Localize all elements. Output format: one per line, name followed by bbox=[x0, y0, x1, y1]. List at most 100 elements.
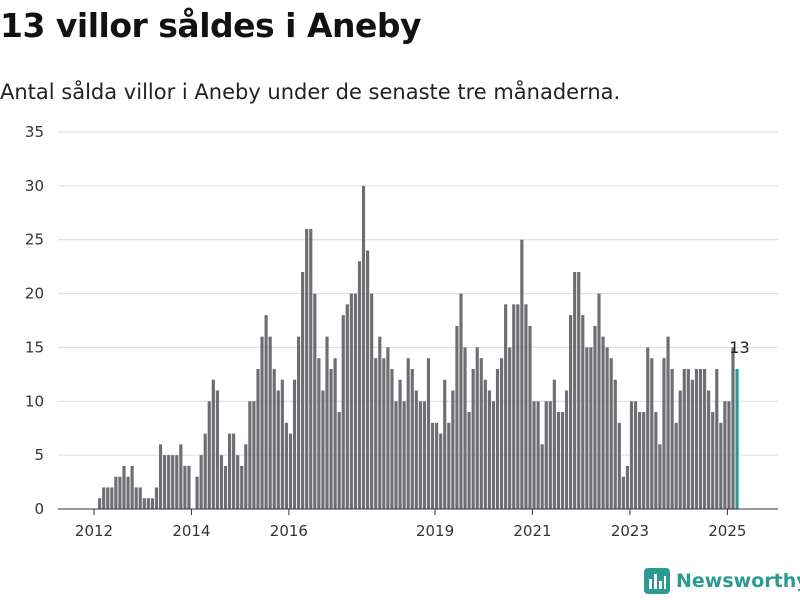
bar bbox=[118, 476, 122, 509]
bar bbox=[195, 476, 199, 509]
bar bbox=[260, 336, 264, 509]
bar bbox=[353, 293, 357, 509]
bar bbox=[520, 239, 524, 509]
bar bbox=[232, 433, 236, 509]
y-tick-label: 30 bbox=[25, 177, 44, 195]
bar bbox=[414, 390, 418, 509]
y-tick-label: 5 bbox=[34, 446, 44, 464]
bar bbox=[467, 412, 471, 509]
page-title: 13 villor såldes i Aneby bbox=[0, 6, 422, 45]
bar bbox=[288, 433, 293, 509]
bar bbox=[711, 412, 715, 509]
bar bbox=[491, 401, 496, 509]
bar bbox=[106, 487, 110, 509]
bar bbox=[593, 325, 597, 509]
bar bbox=[694, 368, 699, 509]
bar bbox=[666, 336, 670, 509]
bar bbox=[670, 368, 674, 509]
brand-logo: Newsworthy bbox=[644, 568, 800, 594]
bar bbox=[451, 390, 455, 509]
bar bbox=[357, 261, 362, 509]
y-axis: 0 5 10 15 20 25 30 35 bbox=[25, 123, 44, 518]
bar bbox=[475, 347, 479, 509]
bar bbox=[284, 422, 288, 509]
bar bbox=[406, 358, 410, 509]
bar bbox=[459, 293, 463, 509]
bar bbox=[703, 368, 707, 509]
bar bbox=[629, 401, 634, 509]
bar bbox=[585, 347, 589, 509]
bar bbox=[276, 390, 280, 509]
bar bbox=[447, 422, 451, 509]
bar bbox=[301, 272, 305, 509]
bar-chart-logo-icon bbox=[644, 568, 670, 594]
bar bbox=[597, 293, 601, 509]
bar bbox=[439, 433, 443, 509]
bar bbox=[650, 358, 654, 509]
bar bbox=[617, 422, 621, 509]
bar bbox=[479, 358, 483, 509]
bar bbox=[613, 379, 617, 509]
bar bbox=[430, 422, 435, 509]
bar bbox=[252, 401, 256, 509]
bar bbox=[569, 315, 573, 509]
bar bbox=[207, 401, 211, 509]
bar bbox=[512, 304, 516, 509]
bar bbox=[601, 336, 605, 509]
bar bbox=[500, 358, 504, 509]
highlight-bar bbox=[735, 368, 739, 509]
x-tick-label: 2012 bbox=[75, 522, 113, 540]
bar bbox=[305, 228, 309, 509]
bar bbox=[102, 487, 106, 509]
bar bbox=[731, 347, 735, 509]
bar bbox=[366, 250, 370, 510]
x-tick-label: 2025 bbox=[708, 522, 746, 540]
bar bbox=[516, 304, 520, 509]
bar bbox=[504, 304, 508, 509]
bar bbox=[435, 422, 439, 509]
bar bbox=[638, 412, 642, 509]
bar bbox=[536, 401, 540, 509]
bar bbox=[98, 498, 102, 509]
x-tick-label: 2019 bbox=[416, 522, 454, 540]
bar bbox=[167, 455, 171, 509]
bar bbox=[329, 368, 333, 509]
y-tick-label: 20 bbox=[25, 285, 44, 303]
bar bbox=[110, 487, 114, 509]
bar bbox=[130, 465, 134, 509]
bar bbox=[528, 325, 532, 509]
bar bbox=[483, 379, 487, 509]
bar bbox=[349, 293, 353, 509]
bar bbox=[398, 379, 402, 509]
bar bbox=[122, 465, 126, 509]
bar bbox=[508, 347, 512, 509]
bar bbox=[309, 228, 313, 509]
bar bbox=[146, 498, 150, 509]
bar bbox=[386, 347, 390, 509]
bar bbox=[134, 487, 138, 509]
bar bbox=[382, 358, 386, 509]
highlight-value-label: 13 bbox=[729, 338, 749, 357]
bar bbox=[227, 433, 232, 509]
x-tick-label: 2016 bbox=[270, 522, 308, 540]
bar bbox=[577, 272, 581, 509]
bar bbox=[690, 379, 694, 509]
bar bbox=[426, 358, 431, 509]
bar bbox=[723, 401, 727, 509]
bar bbox=[678, 390, 682, 509]
bar bbox=[654, 412, 658, 509]
bar bbox=[686, 368, 690, 509]
bar bbox=[292, 379, 297, 509]
bar bbox=[126, 476, 130, 509]
bar bbox=[317, 358, 321, 509]
bar bbox=[370, 293, 374, 509]
bar bbox=[422, 401, 427, 509]
bar bbox=[211, 379, 215, 509]
bar bbox=[552, 379, 556, 509]
bar bbox=[175, 455, 179, 509]
y-tick-label: 0 bbox=[34, 500, 44, 518]
bar bbox=[642, 412, 646, 509]
bar bbox=[272, 368, 276, 509]
bar bbox=[313, 293, 317, 509]
bar bbox=[333, 358, 337, 509]
